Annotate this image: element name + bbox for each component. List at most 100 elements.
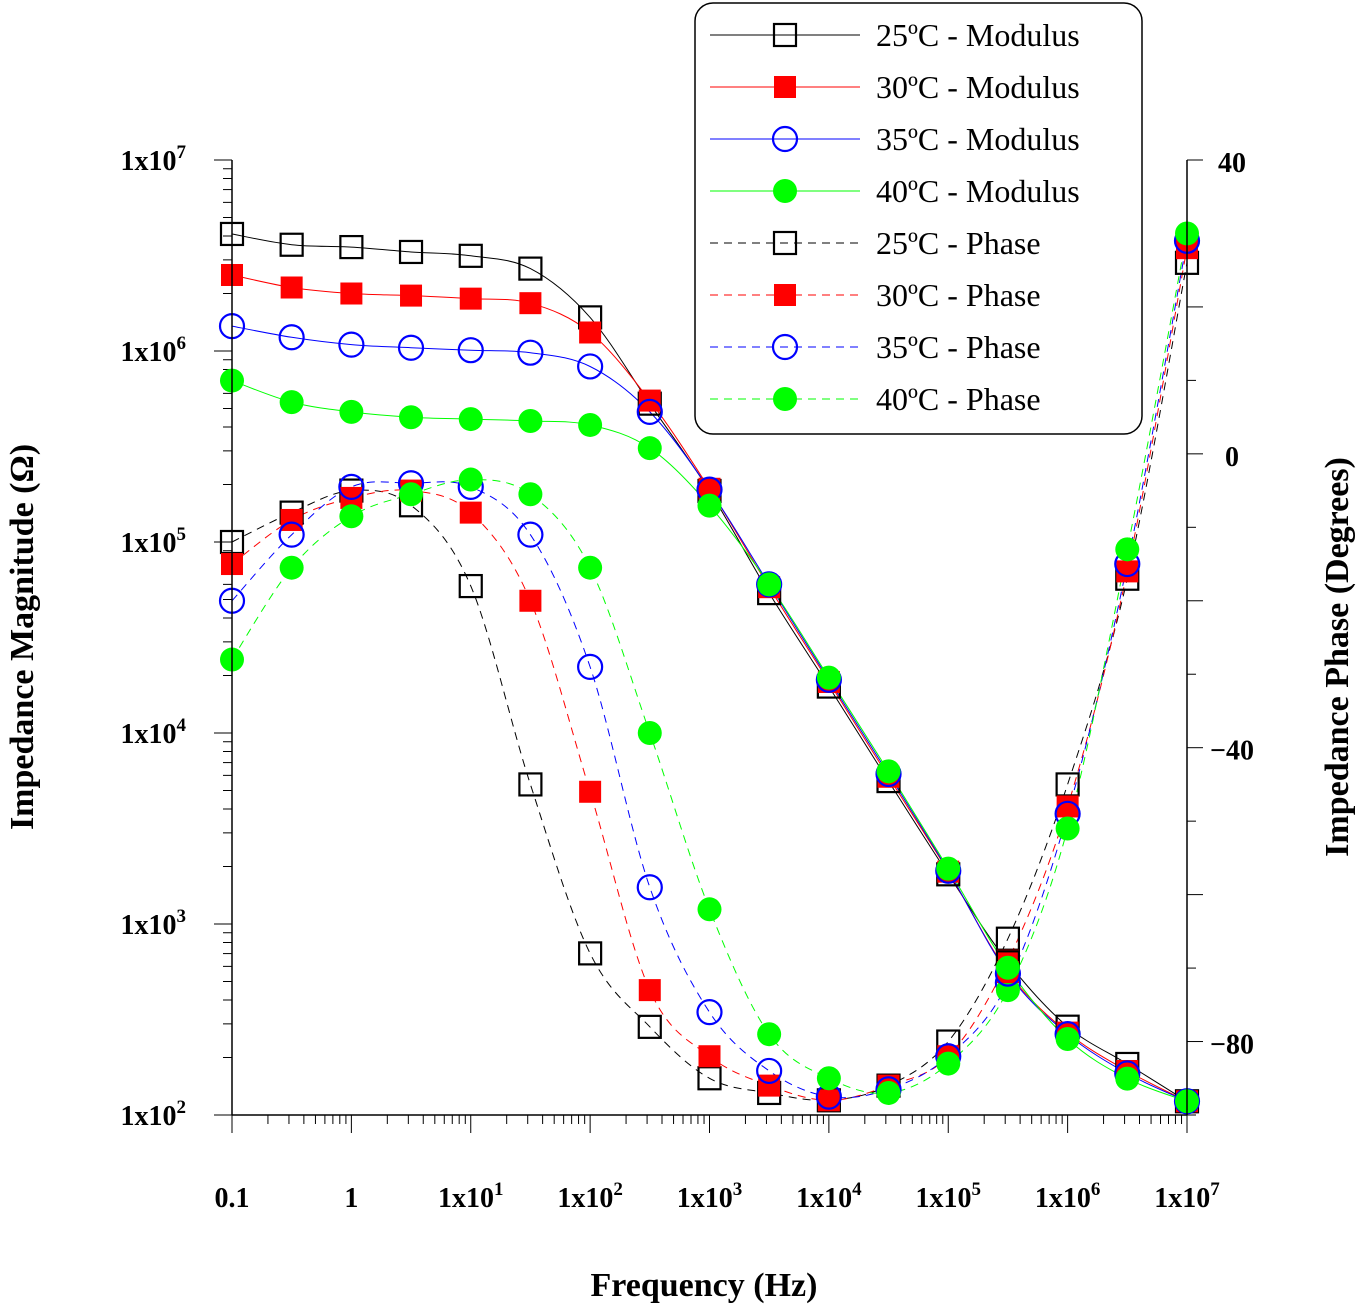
data-point-40-c-modulus xyxy=(1115,1066,1140,1091)
data-point-25-c-phase xyxy=(458,573,483,599)
data-point-40-c-modulus xyxy=(518,409,543,434)
data-point-30-c-modulus xyxy=(519,292,542,315)
legend-label: 30ºC - Modulus xyxy=(876,69,1080,105)
data-point-35-c-phase xyxy=(756,1057,783,1085)
legend-marker xyxy=(771,333,799,361)
data-point-40-c-phase xyxy=(518,482,543,507)
legend: 25ºC - Modulus 30ºC - Modulus 35ºC - Modul… xyxy=(694,2,1143,435)
data-point-35-c-modulus xyxy=(577,353,604,380)
series-line-35-c-phase xyxy=(231,240,1188,1099)
y-left-tick-label: 1x105 xyxy=(121,524,187,559)
data-point-30-c-phase xyxy=(698,1045,721,1068)
data-point-40-c-modulus xyxy=(697,493,722,518)
series-markers xyxy=(218,221,1201,1115)
data-point-35-c-phase xyxy=(517,521,544,548)
data-point-40-c-modulus xyxy=(578,412,603,437)
data-point-30-c-phase xyxy=(280,508,303,531)
data-point-35-c-phase xyxy=(636,874,663,901)
legend-marker xyxy=(774,284,796,306)
data-point-40-c-modulus xyxy=(458,407,483,432)
x-axis-title: Frequency (Hz) xyxy=(591,1267,818,1304)
data-point-25-c-phase xyxy=(578,941,603,966)
data-point-40-c-phase xyxy=(458,467,483,492)
x-tick-label: 0.1 xyxy=(215,1183,250,1214)
y-left-tick-label: 1x106 xyxy=(121,333,187,368)
legend-label: 25ºC - Phase xyxy=(876,225,1041,261)
data-point-30-c-phase xyxy=(1056,795,1079,818)
data-point-35-c-modulus xyxy=(397,334,425,361)
legend-label: 40ºC - Phase xyxy=(876,381,1041,417)
data-point-30-c-modulus xyxy=(340,282,363,305)
data-point-40-c-phase xyxy=(1115,537,1140,562)
x-tick-label: 1x103 xyxy=(677,1179,743,1214)
data-point-40-c-modulus xyxy=(995,955,1020,980)
x-tick-label: 1x107 xyxy=(1154,1179,1220,1214)
data-point-25-c-phase xyxy=(995,926,1021,951)
legend-label: 35ºC - Modulus xyxy=(876,121,1080,157)
x-tick-label: 1x104 xyxy=(796,1179,862,1214)
y-left-tick-label: 1x103 xyxy=(121,906,187,941)
data-point-25-c-modulus xyxy=(279,232,304,257)
y-left-tick-label: 1x102 xyxy=(121,1097,187,1132)
data-point-35-c-modulus xyxy=(636,398,663,425)
legend-marker xyxy=(773,387,797,411)
y-right-tick-label: −80 xyxy=(1210,1030,1254,1061)
y-right-axis-title: Impedance Phase (Degrees) xyxy=(1319,457,1356,857)
data-point-25-c-modulus xyxy=(339,234,364,260)
data-point-30-c-modulus xyxy=(579,321,602,344)
data-point-25-c-phase xyxy=(637,1014,662,1039)
data-point-30-c-phase xyxy=(817,1089,840,1112)
legend-label: 40ºC - Modulus xyxy=(876,173,1080,209)
data-point-30-c-modulus xyxy=(400,284,423,307)
data-point-35-c-phase xyxy=(338,473,365,501)
data-point-40-c-phase xyxy=(697,897,722,922)
tick-labels: 0.1 1 1x101 1x102 1x103 1x104 1x105 1x106 1x107 1… xyxy=(121,142,1254,1214)
data-point-40-c-phase xyxy=(279,555,304,580)
data-point-40-c-phase xyxy=(936,1051,961,1076)
data-point-40-c-phase xyxy=(578,555,603,580)
x-tick-label: 1x102 xyxy=(557,1179,623,1214)
data-point-40-c-modulus xyxy=(1055,1026,1080,1051)
x-tick-label: 1x105 xyxy=(916,1179,982,1214)
data-point-25-c-modulus xyxy=(398,239,424,265)
data-point-40-c-modulus xyxy=(339,399,364,424)
data-point-30-c-modulus xyxy=(698,477,721,500)
data-point-35-c-modulus xyxy=(517,339,544,366)
data-point-30-c-phase xyxy=(579,780,602,803)
data-point-25-c-modulus xyxy=(518,256,543,281)
data-point-40-c-modulus xyxy=(876,759,901,784)
data-point-35-c-phase xyxy=(577,653,604,680)
y-right-tick-label: 0 xyxy=(1225,442,1239,473)
legend-label: 25ºC - Modulus xyxy=(876,17,1080,53)
data-point-30-c-phase xyxy=(758,1074,781,1097)
legend-marker xyxy=(773,179,797,203)
series-line-30-c-phase xyxy=(231,248,1188,1101)
data-point-40-c-modulus xyxy=(399,405,424,430)
data-point-40-c-phase xyxy=(816,1066,841,1091)
data-point-30-c-modulus xyxy=(280,276,303,299)
data-point-25-c-phase xyxy=(1055,772,1080,797)
x-tick-label: 1 xyxy=(344,1183,358,1214)
series-line-35-c-modulus xyxy=(231,325,1188,1102)
data-point-35-c-phase xyxy=(696,999,723,1026)
data-point-30-c-phase xyxy=(519,589,542,612)
data-point-40-c-modulus xyxy=(757,572,782,597)
data-point-40-c-phase xyxy=(876,1080,901,1105)
legend-box xyxy=(694,2,1143,435)
data-point-35-c-modulus xyxy=(338,331,365,358)
data-point-25-c-modulus xyxy=(458,243,483,268)
y-left-tick-label: 1x107 xyxy=(121,142,187,177)
data-point-40-c-phase xyxy=(339,504,364,529)
data-point-40-c-phase xyxy=(1055,816,1080,841)
data-point-40-c-phase xyxy=(399,482,424,507)
data-point-40-c-phase xyxy=(637,721,662,745)
x-tick-label: 1x106 xyxy=(1035,1179,1101,1214)
y-right-tick-label: 40 xyxy=(1218,148,1246,179)
legend-label: 35ºC - Phase xyxy=(876,329,1041,365)
data-point-40-c-modulus xyxy=(637,436,662,461)
x-tick-label: 1x101 xyxy=(438,1179,504,1214)
data-point-40-c-modulus xyxy=(816,665,841,690)
data-point-25-c-phase xyxy=(518,772,543,797)
axes xyxy=(231,160,1188,1116)
